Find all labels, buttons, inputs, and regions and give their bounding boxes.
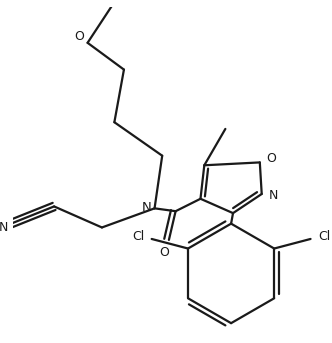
Text: N: N (269, 189, 278, 202)
Text: O: O (159, 246, 169, 259)
Text: O: O (74, 29, 84, 43)
Text: Cl: Cl (318, 229, 330, 243)
Text: O: O (266, 152, 276, 165)
Text: N: N (0, 221, 8, 234)
Text: N: N (142, 201, 152, 214)
Text: Cl: Cl (132, 229, 144, 243)
